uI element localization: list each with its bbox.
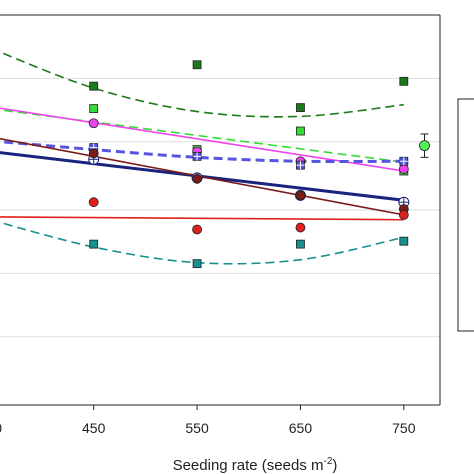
data-points xyxy=(88,60,430,269)
x-tick-label: 750 xyxy=(392,420,416,436)
data-point xyxy=(192,60,202,70)
fit-lines xyxy=(0,51,404,265)
plot-frame xyxy=(0,14,441,406)
mean-point xyxy=(419,140,430,152)
x-axis-ticks: 350 450 550 650 750 xyxy=(0,405,416,436)
x-tick-label: 650 xyxy=(289,420,313,436)
fit-curve xyxy=(0,221,404,265)
x-axis-title-close: ) xyxy=(332,457,337,474)
data-point xyxy=(89,239,99,249)
gridlines xyxy=(0,77,440,338)
data-point xyxy=(192,173,202,184)
x-tick-label: 350 xyxy=(0,420,2,436)
data-point xyxy=(399,236,409,246)
fit-line xyxy=(0,109,404,164)
legend-box xyxy=(457,98,474,332)
data-point xyxy=(296,239,305,249)
data-point xyxy=(88,197,99,208)
x-tick-label: 550 xyxy=(185,420,209,436)
fit-line xyxy=(0,107,404,172)
data-point xyxy=(296,103,305,113)
x-tick-label: 450 xyxy=(82,420,106,436)
fit-curve xyxy=(0,51,404,118)
data-point xyxy=(296,126,305,136)
fit-line xyxy=(0,216,404,221)
data-point xyxy=(295,190,306,201)
data-point xyxy=(89,104,99,113)
data-point xyxy=(192,224,202,235)
data-point xyxy=(399,76,409,86)
data-point xyxy=(88,148,99,159)
x-axis-title-superscript: -2 xyxy=(324,456,333,467)
x-axis-title: Seeding rate (seeds m-2) xyxy=(173,456,338,474)
data-point xyxy=(88,118,99,129)
data-point xyxy=(295,222,306,233)
data-point xyxy=(398,164,409,174)
data-point xyxy=(192,259,202,269)
data-point xyxy=(89,81,99,91)
data-point xyxy=(398,209,409,220)
